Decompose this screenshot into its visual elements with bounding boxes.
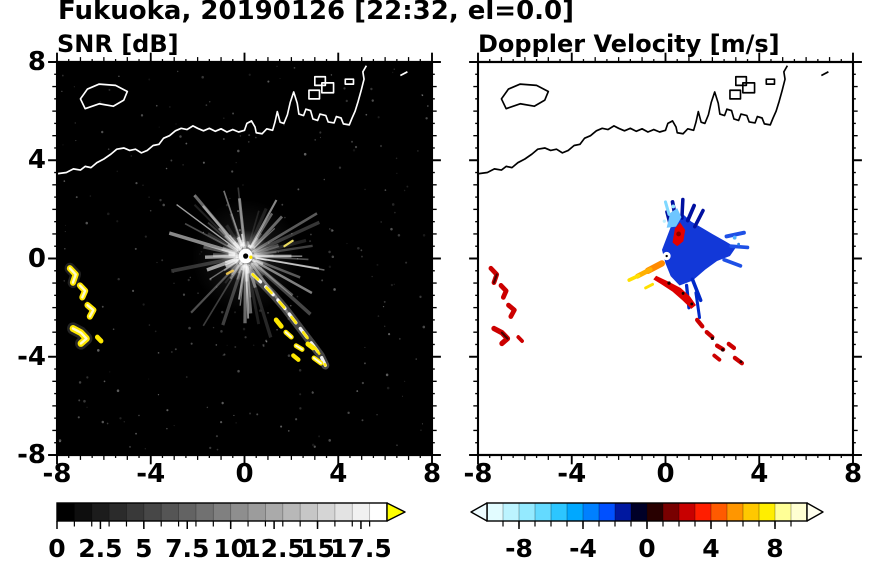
y-axis-tick-label: -4 (17, 341, 46, 372)
colorbar-tick-label: 2.5 (78, 534, 122, 563)
x-axis-tick-label: -8 (463, 459, 493, 489)
x-axis-tick-label: -4 (557, 459, 587, 489)
colorbar-tick-label: 10 (213, 534, 248, 563)
velocity-colorbar-underflow-arrow (470, 502, 488, 522)
y-axis-tick-label: 0 (27, 243, 46, 274)
colorbar-tick-label: 0 (48, 534, 65, 563)
colorbar-tick-label: 8 (766, 534, 783, 563)
colorbar-tick-label: 12.5 (243, 534, 305, 563)
colorbar-tick-label: 7.5 (165, 534, 209, 563)
snr-plot (48, 52, 441, 465)
x-axis-tick-label: -8 (42, 459, 72, 489)
colorbar-tick-label: 17.5 (330, 534, 392, 563)
x-axis-tick-label: 8 (843, 459, 863, 489)
colorbar-tick-label: -4 (569, 534, 597, 563)
colorbar-tick-label: 5 (135, 534, 152, 563)
x-axis-tick-label: 8 (422, 459, 442, 489)
snr-colorbar-overflow-arrow (386, 502, 406, 522)
snr-panel-title: SNR [dB] (57, 30, 179, 58)
colorbar-tick-label: -8 (505, 534, 533, 563)
velocity-colorbar-overflow-arrow (806, 502, 824, 522)
x-axis-tick-label: -4 (136, 459, 166, 489)
x-axis-tick-label: 4 (329, 459, 348, 489)
velocity-colorbar: -8 -4 0 4 8 (470, 502, 824, 563)
figure-title: Fukuoka, 20190126 [22:32, el=0.0] (58, 0, 575, 26)
y-axis-tick-label: -8 (17, 440, 46, 470)
colorbar-tick-label: 0 (638, 534, 655, 563)
colorbar-tick-label: 15 (300, 534, 335, 563)
x-axis-tick-label: 0 (656, 459, 675, 489)
doppler-panel-title: Doppler Velocity [m/s] (478, 30, 780, 58)
x-axis-tick-label: 4 (750, 459, 769, 489)
x-axis-tick-label: 0 (235, 459, 254, 489)
y-axis-tick-label: 8 (27, 47, 46, 77)
y-axis-tick-label: 4 (27, 145, 46, 176)
colorbar-tick-label: 4 (702, 534, 719, 563)
doppler-velocity-plot (469, 52, 862, 465)
